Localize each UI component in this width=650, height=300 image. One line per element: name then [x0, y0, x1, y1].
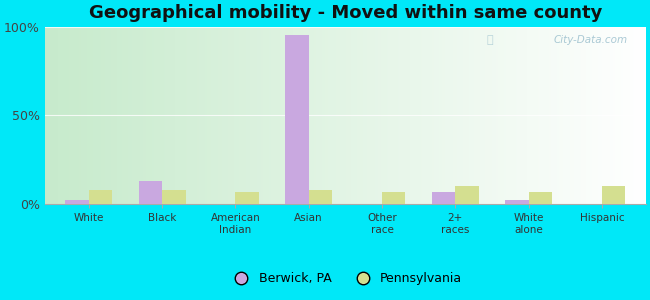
Text: City-Data.com: City-Data.com: [554, 35, 628, 45]
Bar: [162, 190, 186, 204]
Bar: [602, 186, 625, 204]
Bar: [309, 190, 332, 204]
Bar: [138, 181, 162, 204]
Bar: [89, 190, 112, 204]
Bar: [455, 186, 479, 204]
Bar: [382, 192, 406, 204]
Legend: Berwick, PA, Pennsylvania: Berwick, PA, Pennsylvania: [224, 267, 467, 290]
Bar: [528, 192, 552, 204]
Bar: [285, 35, 309, 204]
Text: ⓘ: ⓘ: [487, 35, 493, 45]
Title: Geographical mobility - Moved within same county: Geographical mobility - Moved within sam…: [88, 4, 602, 22]
Bar: [432, 192, 455, 204]
Bar: [235, 192, 259, 204]
Bar: [505, 200, 528, 204]
Bar: [66, 200, 89, 204]
